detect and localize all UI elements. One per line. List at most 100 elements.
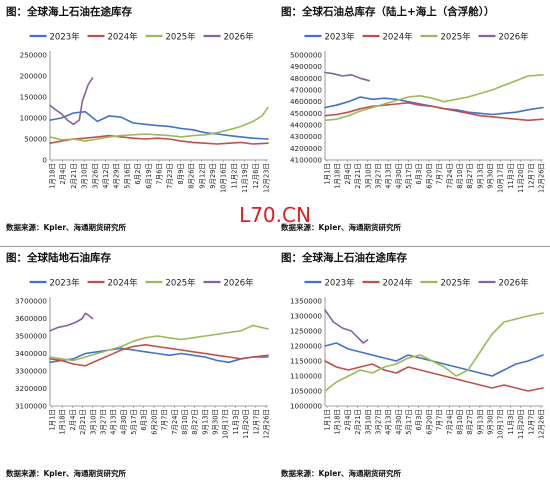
- x-tick-label: 7月24日: [171, 409, 179, 435]
- x-tick-label: 6月19日: [145, 163, 153, 189]
- x-tick-label: 12月26日: [538, 163, 546, 193]
- x-tick-label: 11月20日: [517, 163, 525, 193]
- x-tick-label: 1月1日: [324, 409, 332, 431]
- x-tick-label: 4月12日: [102, 163, 110, 189]
- series-line: [49, 312, 94, 332]
- x-tick-label: 3月26日: [91, 163, 99, 189]
- x-tick-label: 2月21日: [354, 163, 362, 189]
- x-tick-label: 5月17日: [405, 409, 413, 435]
- x-tick-label: 3月27日: [374, 409, 382, 435]
- legend-label: 2024年: [108, 278, 139, 289]
- legend-label: 2026年: [499, 32, 530, 43]
- x-tick-label: 9月30日: [487, 163, 495, 189]
- divider: [0, 246, 275, 247]
- x-tick-label: 6月20日: [425, 163, 433, 189]
- x-tick-label: 10月16日: [220, 163, 228, 193]
- series-line: [324, 360, 544, 392]
- legend-label: 2023年: [325, 278, 356, 289]
- chart-panel-1: 图：全球石油总库存（陆上+海上（含浮舱）） 2023年 2024年 2025年 202…: [275, 0, 550, 245]
- x-tick-label: 7月7日: [436, 163, 444, 185]
- y-tick-label: 1350000: [290, 297, 322, 306]
- x-tick-label: 12月7日: [527, 409, 535, 435]
- series-line: [324, 102, 544, 122]
- x-tick-label: 7月23日: [166, 163, 174, 189]
- y-tick-label: 3400000: [15, 349, 47, 358]
- legend-label: 2026年: [499, 278, 530, 289]
- chart-panel-3: 图：全球海上石油在途库存 2023年 2024年 2025年 2026年 1000000…: [275, 246, 550, 491]
- y-tick-label: 250000: [20, 51, 48, 60]
- x-tick-label: 6月3日: [415, 163, 423, 185]
- x-tick-label: 1月1日: [324, 163, 332, 185]
- x-tick-label: 2月21日: [354, 409, 362, 435]
- x-tick-label: 3月10日: [81, 163, 89, 189]
- x-tick-label: 4月30日: [395, 409, 403, 435]
- series-line: [324, 312, 544, 392]
- x-tick-label: 10月17日: [222, 409, 230, 439]
- x-tick-label: 9月30日: [487, 409, 495, 435]
- x-tick-label: 4月13日: [385, 163, 393, 189]
- series-line: [49, 347, 269, 364]
- x-tick-label: 11月3日: [507, 163, 515, 189]
- y-tick-label: 4500000: [290, 109, 322, 118]
- x-tick-label: 8月27日: [466, 163, 474, 189]
- chart-title: 图：全球海上石油在途库存: [281, 252, 407, 264]
- watermark: L70.CN: [239, 203, 311, 227]
- x-tick-label: 6月2日: [134, 163, 142, 185]
- x-tick-label: 12月23日: [263, 163, 271, 193]
- y-tick-label: 4800000: [290, 74, 322, 83]
- x-tick-label: 3月10日: [89, 409, 97, 435]
- x-tick-label: 9月30日: [212, 409, 220, 435]
- y-tick-label: 200000: [20, 72, 48, 81]
- x-tick-label: 12月26日: [263, 409, 271, 439]
- x-tick-label: 1月18日: [59, 409, 67, 435]
- x-tick-label: 1月18日: [49, 163, 57, 189]
- x-tick-label: 12月6日: [252, 163, 260, 189]
- y-tick-label: 4300000: [290, 132, 322, 141]
- chart-panel-0: 图：全球海上石油在途库存 2023年 2024年 2025年 2026年 0 50000 1…: [0, 0, 275, 245]
- x-tick-label: 12月26日: [538, 409, 546, 439]
- x-tick-label: 8月27日: [466, 409, 474, 435]
- y-tick-label: 4400000: [290, 121, 322, 130]
- source-note: 数据来源：Kpler、海通期货研究所: [6, 469, 127, 478]
- x-tick-label: 12月7日: [527, 163, 535, 189]
- x-tick-label: 7月24日: [446, 163, 454, 189]
- x-tick-label: 11月19日: [241, 163, 249, 193]
- series-line: [324, 74, 544, 122]
- x-tick-label: 7月24日: [446, 409, 454, 435]
- x-tick-label: 2月4日: [344, 163, 352, 185]
- y-tick-label: 4100000: [290, 156, 322, 165]
- x-tick-label: 1月1日: [49, 409, 57, 431]
- x-tick-label: 11月2日: [230, 163, 238, 189]
- y-tick-label: 1150000: [290, 357, 322, 366]
- x-tick-label: 7月7日: [436, 409, 444, 431]
- x-tick-label: 10月17日: [497, 163, 505, 193]
- y-tick-label: 4200000: [290, 144, 322, 153]
- x-tick-label: 2月4日: [59, 163, 67, 185]
- y-tick-label: 50000: [24, 135, 47, 144]
- chart-svg: 2023年 2024年 2025年 2026年 1000000 1050000 110000…: [290, 278, 546, 439]
- x-tick-label: 9月13日: [476, 409, 484, 435]
- y-tick-label: 3100000: [15, 402, 47, 411]
- x-tick-label: 3月27日: [374, 163, 382, 189]
- y-tick-label: 1250000: [290, 327, 322, 336]
- series-line: [324, 309, 369, 344]
- y-tick-label: 0: [42, 156, 47, 165]
- x-tick-label: 8月9日: [177, 163, 185, 185]
- legend-label: 2024年: [383, 32, 414, 43]
- x-tick-label: 6月20日: [150, 409, 158, 435]
- x-tick-label: 9月13日: [201, 409, 209, 435]
- x-tick-label: 4月13日: [110, 409, 118, 435]
- chart-title: 图：全球海上石油在途库存: [6, 6, 132, 18]
- source-note: 数据来源：Kpler、海通期货研究所: [6, 223, 127, 232]
- x-tick-label: 1月18日: [334, 163, 342, 189]
- x-tick-label: 3月10日: [364, 163, 372, 189]
- y-tick-label: 3500000: [15, 332, 47, 341]
- x-tick-label: 2月4日: [69, 409, 77, 431]
- y-tick-label: 3600000: [15, 314, 47, 323]
- x-tick-label: 3月10日: [364, 409, 372, 435]
- x-tick-label: 12月7日: [252, 409, 260, 435]
- x-tick-label: 8月10日: [456, 409, 464, 435]
- y-tick-label: 3700000: [15, 297, 47, 306]
- x-tick-label: 5月16日: [123, 163, 131, 189]
- y-tick-label: 4600000: [290, 97, 322, 106]
